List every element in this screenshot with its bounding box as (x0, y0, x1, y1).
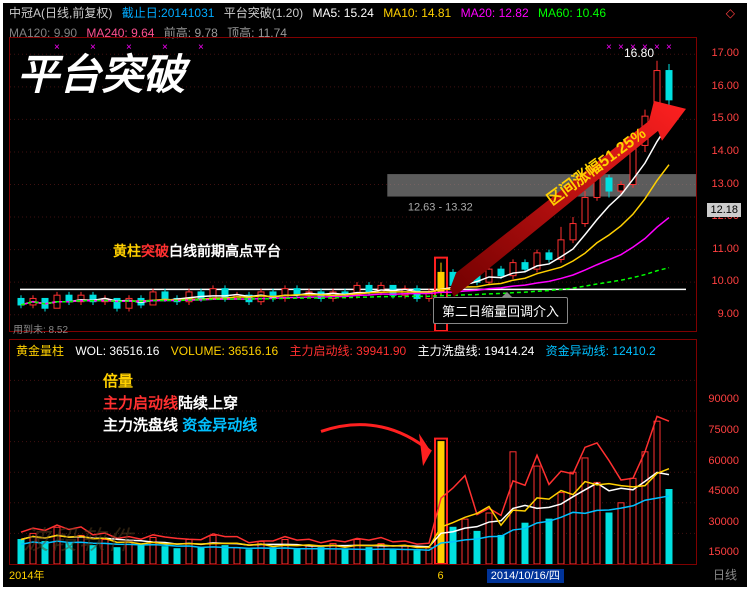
svg-text:×: × (606, 42, 612, 53)
breakout-annotation: 黄柱突破白线前期高点平台 (113, 241, 281, 261)
svg-text:12.63 - 13.32: 12.63 - 13.32 (408, 202, 473, 214)
ma60-label: MA60: 10.46 (538, 6, 606, 20)
watermark: 波段软件 (23, 520, 135, 557)
fund-line-label: 资金异动线: 12410.2 (546, 344, 656, 358)
marker-label: 6 (438, 570, 444, 582)
ma10-label: MA10: 14.81 (383, 6, 451, 20)
svg-text:区间涨幅51.25%: 区间涨幅51.25% (543, 123, 649, 209)
cutoff-date: 截止日:20141031 (122, 6, 215, 20)
period-label: 日线 (713, 566, 737, 583)
year-label: 2014年 (9, 570, 44, 582)
volume-axis: 150003000045000600007500090000 (701, 359, 741, 565)
start-line-label: 主力启动线: 39941.90 (290, 344, 407, 358)
volume-header: 黄金量柱 WOL: 36516.16 VOLUME: 36516.16 主力启动… (10, 340, 696, 361)
expand-icon[interactable]: ◇ (726, 5, 735, 21)
volume-legend: 倍量 主力启动线陆续上穿 主力洗盘线 资金异动线 (103, 371, 257, 437)
svg-text:×: × (666, 42, 672, 53)
svg-text:×: × (618, 42, 624, 53)
wol-label: WOL: 36516.16 (75, 344, 159, 358)
svg-text:16.80: 16.80 (624, 46, 654, 60)
wash-line-label: 主力洗盘线: 19414.24 (418, 344, 535, 358)
header-row-1: 中冠A(日线,前复权) 截止日:20141031 平台突破(1.20) MA5:… (3, 3, 747, 23)
ma20-label: MA20: 12.82 (461, 6, 529, 20)
svg-text:×: × (642, 42, 648, 53)
svg-text:×: × (630, 42, 636, 53)
x-axis-footer: 2014年 6 2014/10/16/四 (9, 567, 697, 583)
bottom-left-label: 用到未: 8.52 (13, 321, 68, 336)
stock-name: 中冠A(日线,前复权) (9, 6, 112, 20)
indicator-name: 平台突破(1.20) (224, 6, 303, 20)
chart-container: 中冠A(日线,前复权) 截止日:20141031 平台突破(1.20) MA5:… (0, 0, 750, 590)
date-label: 2014/10/16/四 (487, 569, 564, 583)
chart-title: 平台突破 (17, 41, 185, 102)
ma5-label: MA5: 15.24 (312, 6, 373, 20)
entry-callout: 第二日缩量回调介入 (433, 297, 568, 324)
price-axis: 9.0010.0011.0012.0013.0014.0015.0016.001… (701, 37, 741, 332)
svg-text:×: × (654, 42, 660, 53)
svg-text:×: × (198, 42, 204, 53)
volume-label: VOLUME: 36516.16 (171, 344, 278, 358)
vol-name: 黄金量柱 (16, 344, 64, 358)
